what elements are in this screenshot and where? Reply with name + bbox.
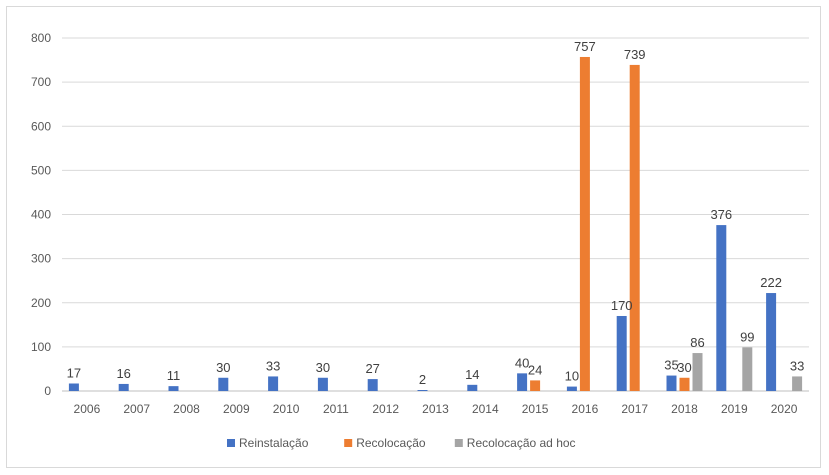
bar-reinstala-o-2018 xyxy=(666,375,677,391)
data-label: 757 xyxy=(574,39,596,54)
legend-swatch xyxy=(454,439,463,447)
x-tick-label: 2020 xyxy=(771,402,798,416)
bar-recoloca-o-ad-hoc-2018 xyxy=(692,353,703,391)
data-label: 24 xyxy=(528,362,542,377)
data-label: 35 xyxy=(664,358,678,373)
data-label: 2 xyxy=(419,372,426,387)
data-label: 99 xyxy=(740,329,754,344)
data-label: 222 xyxy=(760,275,782,290)
data-label: 86 xyxy=(690,335,704,350)
x-tick-label: 2006 xyxy=(74,402,101,416)
y-tick-label: 400 xyxy=(31,208,51,222)
y-tick-label: 300 xyxy=(31,252,51,266)
x-tick-label: 2010 xyxy=(273,402,300,416)
data-label: 33 xyxy=(266,358,280,373)
data-label: 27 xyxy=(365,361,379,376)
bar-reinstala-o-2008 xyxy=(168,386,179,391)
data-label: 739 xyxy=(624,47,646,62)
x-tick-label: 2015 xyxy=(522,402,549,416)
chart-frame: 0 100 200 300 400 500 600 700 800 17 2006 16 2007 11 2… xyxy=(6,6,821,468)
data-label: 16 xyxy=(116,366,130,381)
y-tick-label: 0 xyxy=(44,384,51,398)
data-label: 30 xyxy=(677,360,691,375)
x-tick-label: 2016 xyxy=(572,402,599,416)
bar-reinstala-o-2012 xyxy=(367,379,378,391)
y-tick-label: 500 xyxy=(31,163,51,177)
data-label: 17 xyxy=(67,365,81,380)
bar-reinstala-o-2015 xyxy=(517,373,528,391)
bar-reinstala-o-2009 xyxy=(218,377,229,391)
legend-label: Recolocação ad hoc xyxy=(467,436,576,450)
data-label: 11 xyxy=(167,368,181,383)
legend-swatch xyxy=(344,439,353,447)
bar-reinstala-o-2016 xyxy=(566,386,577,391)
bar-reinstala-o-2013 xyxy=(417,390,428,391)
y-tick-label: 100 xyxy=(31,340,51,354)
bar-reinstala-o-2019 xyxy=(716,225,727,391)
bar-recoloca-o-ad-hoc-2020 xyxy=(792,376,803,391)
bar-chart: 0 100 200 300 400 500 600 700 800 17 2006 16 2007 11 2… xyxy=(31,31,809,450)
x-tick-label: 2013 xyxy=(422,402,449,416)
bar-recoloca-o-ad-hoc-2019 xyxy=(742,347,753,391)
legend-swatch xyxy=(227,439,235,447)
x-tick-label: 2011 xyxy=(323,402,349,416)
bar-recoloca-o-2018 xyxy=(679,377,690,391)
gridlines xyxy=(62,37,809,392)
bars xyxy=(68,56,803,391)
legend: Reinstalação Recolocação Recolocação ad ho… xyxy=(227,436,576,450)
y-tick-label: 200 xyxy=(31,296,51,310)
bar-reinstala-o-2006 xyxy=(68,383,79,391)
bar-reinstala-o-2020 xyxy=(766,293,777,391)
bar-recoloca-o-2015 xyxy=(530,380,541,391)
data-label: 376 xyxy=(710,207,732,222)
bar-reinstala-o-2014 xyxy=(467,384,478,391)
x-tick-label: 2007 xyxy=(123,402,150,416)
y-tick-label: 800 xyxy=(31,31,51,45)
x-tick-label: 2012 xyxy=(372,402,399,416)
data-label: 30 xyxy=(216,360,230,375)
data-label: 40 xyxy=(515,355,529,370)
x-tick-label: 2009 xyxy=(223,402,250,416)
y-tick-label: 600 xyxy=(31,119,51,133)
bar-recoloca-o-2017 xyxy=(629,64,640,391)
legend-label: Reinstalação xyxy=(239,436,309,450)
bar-reinstala-o-2011 xyxy=(317,377,328,391)
x-tick-label: 2019 xyxy=(721,402,748,416)
x-tick-label: 2014 xyxy=(472,402,499,416)
legend-label: Recolocação xyxy=(356,436,426,450)
data-label: 14 xyxy=(465,367,479,382)
y-tick-label: 700 xyxy=(31,75,51,89)
x-tick-label: 2008 xyxy=(173,402,200,416)
bar-reinstala-o-2010 xyxy=(268,376,279,391)
data-label: 30 xyxy=(316,360,330,375)
data-label: 33 xyxy=(790,358,804,373)
bar-recoloca-o-2016 xyxy=(579,56,590,391)
bar-reinstala-o-2007 xyxy=(118,383,129,391)
x-tick-label: 2017 xyxy=(621,402,648,416)
x-tick-label: 2018 xyxy=(671,402,698,416)
data-label: 170 xyxy=(611,298,633,313)
data-label: 10 xyxy=(565,369,579,384)
bar-reinstala-o-2017 xyxy=(616,315,627,391)
